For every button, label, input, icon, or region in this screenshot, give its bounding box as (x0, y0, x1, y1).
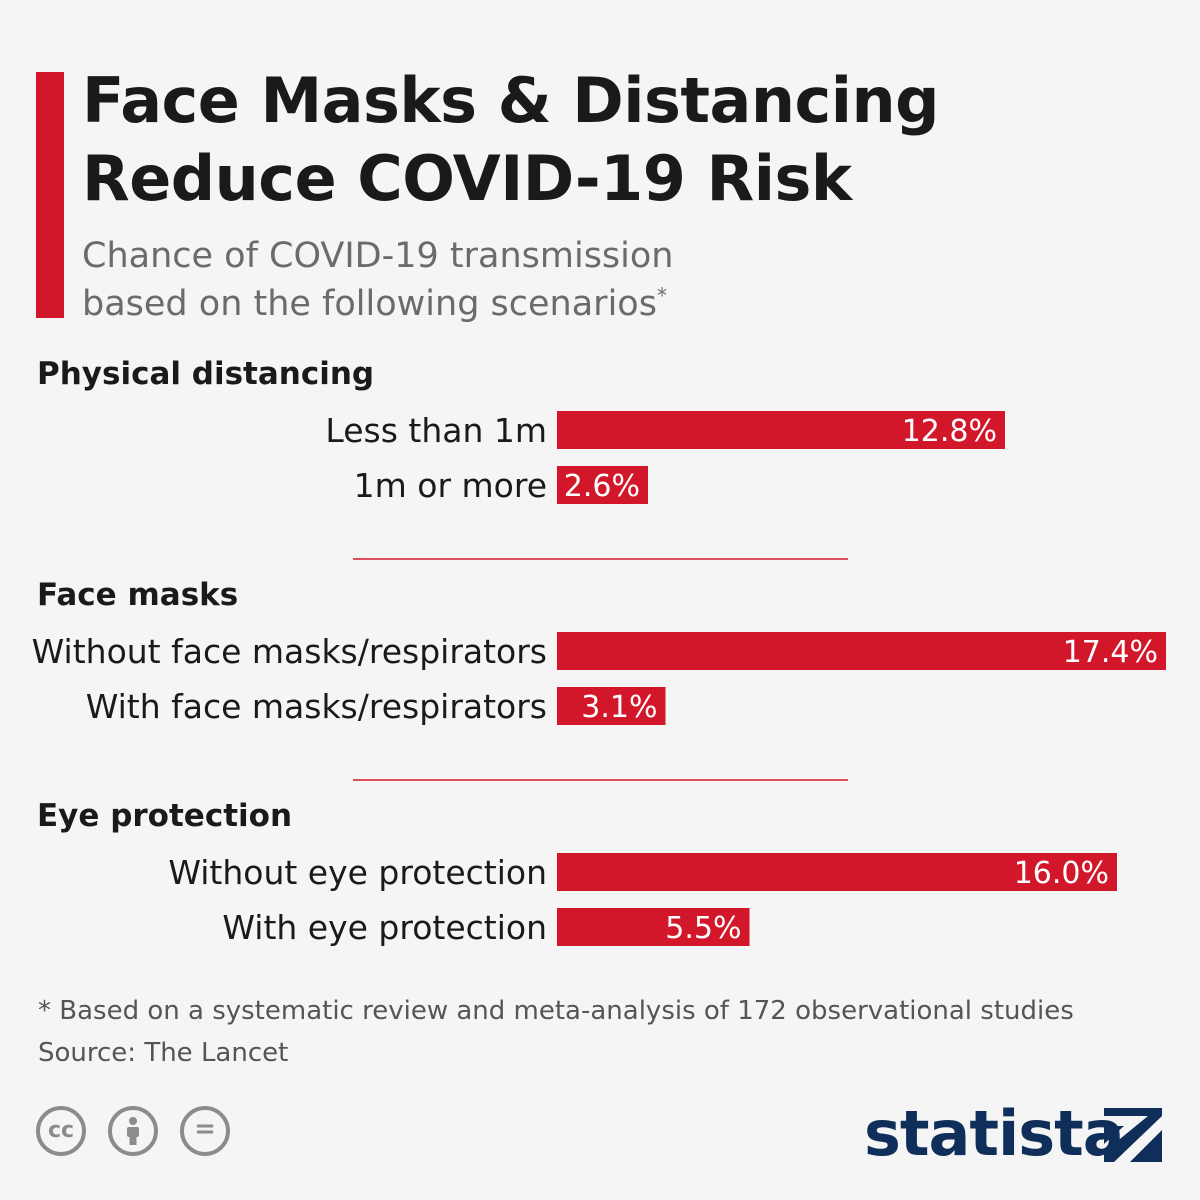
footnote-block: * Based on a systematic review and meta-… (38, 990, 1074, 1074)
attribution-icon (108, 1106, 158, 1156)
chart-title: Face Masks & Distancing Reduce COVID-19 … (82, 62, 940, 218)
bar-chart: Physical distancing Less than 1m 12.8% 1m o… (32, 356, 1166, 947)
category-label: 1m or more (354, 466, 547, 505)
subtitle-footnote-marker: * (656, 283, 667, 308)
section-title: Face masks (37, 577, 238, 613)
category-label: Less than 1m (325, 411, 547, 450)
bar-value-label: 16.0% (1014, 856, 1109, 891)
title-line-1: Face Masks & Distancing (82, 64, 940, 137)
section-title: Physical distancing (37, 356, 374, 392)
bar (557, 853, 1117, 891)
bar-value-label: 2.6% (564, 469, 640, 504)
cc-icon: cc (36, 1106, 86, 1156)
source-text: Source: The Lancet (38, 1038, 289, 1068)
statista-logo: statista (864, 1097, 1162, 1170)
bar (557, 466, 648, 504)
statista-logo-text: statista (864, 1097, 1125, 1170)
category-label: Without eye protection (168, 853, 547, 892)
subtitle-line-2-text: based on the following scenarios (82, 284, 657, 324)
subtitle-line-2: based on the following scenarios* (82, 280, 673, 328)
bar-value-label: 17.4% (1063, 635, 1158, 670)
category-label: With eye protection (222, 908, 547, 947)
bar (557, 632, 1166, 670)
bar (557, 411, 1005, 449)
title-accent-bar (36, 72, 64, 318)
footnote-text: * Based on a systematic review and meta-… (38, 996, 1074, 1026)
subtitle-line-1: Chance of COVID-19 transmission (82, 236, 674, 276)
bar (557, 687, 666, 725)
chart-subtitle: Chance of COVID-19 transmission based on… (82, 232, 673, 328)
bar-value-label: 5.5% (665, 911, 741, 946)
bar-value-label: 3.1% (581, 690, 657, 725)
category-label: With face masks/respirators (86, 687, 547, 726)
category-label: Without face masks/respirators (32, 632, 547, 671)
title-line-2: Reduce COVID-19 Risk (82, 142, 852, 215)
bar (557, 908, 750, 946)
section-title: Eye protection (37, 798, 292, 834)
no-derivatives-icon-text: = (194, 1114, 216, 1144)
statista-logo-icon (1104, 1108, 1162, 1162)
cc-icon-text: cc (47, 1118, 75, 1143)
attribution-person-glyph (127, 1117, 139, 1145)
bar-value-label: 12.8% (902, 414, 997, 449)
no-derivatives-icon: = (180, 1106, 230, 1156)
